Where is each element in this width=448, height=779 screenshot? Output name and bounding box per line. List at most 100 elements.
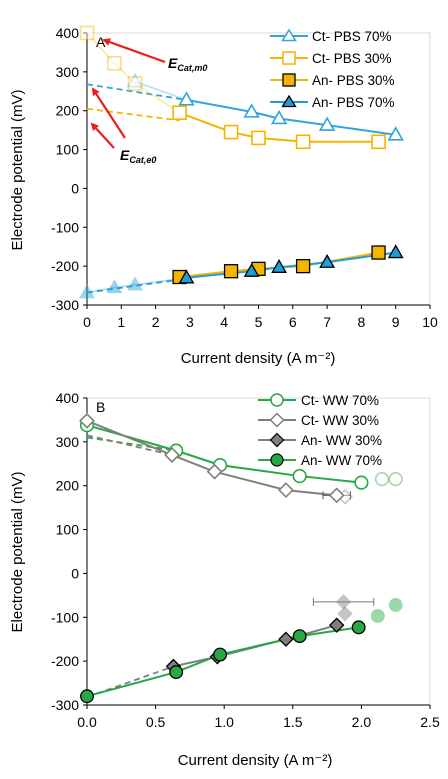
series-an-ww-30-point [278,631,294,647]
panel-b-xtick-label: 0.5 [146,714,166,730]
panel-a-y-axis-title: Electrode potential (mV) [9,90,26,251]
legend-item-ct-ww70: Ct- WW 70% [258,393,379,408]
legend-label-ct-ww70: Ct- WW 70% [301,393,379,408]
series-ct-ww-30-point [328,487,345,504]
panel-b-ytick-label: 0 [71,565,79,581]
panel-b-ytick-label: -100 [51,609,79,625]
annotation-ecat-m0: ECat,m0 [102,38,207,73]
panel-a-marks [79,25,404,299]
panel-b-marks [79,412,403,704]
legend-item-an-ww70: An- WW 70% [258,453,382,468]
legend-item-ct-pbs30: Ct- PBS 30% [270,51,392,66]
series-ct-pbs-70-faded-line [134,80,187,101]
series-an-pbs-70-point [271,258,287,273]
series-an-ww-70-faded-point [388,598,403,612]
series-an-ww-70-faded-point [370,609,385,623]
legend-label-ct-pbs70: Ct- PBS 70% [312,29,392,44]
series-ct-pbs-30-point [251,130,266,146]
legend-item-an-ww30: An- WW 30% [258,432,382,448]
series-ct-pbs-30-point [172,105,187,120]
series-an-pbs-30-point [223,264,239,279]
series-an-ww-70-point [80,689,94,704]
legend-label-an-ww30: An- WW 30% [301,433,382,448]
panel-b-ytick-label: 300 [56,434,80,450]
panel-a-ytick-label: 100 [56,142,80,158]
legend-label-ct-ww30: Ct- WW 30% [301,413,379,428]
series-an-pbs-70-faded-point [79,284,95,299]
panel-a: A Current density (A m⁻²) Electrode pote… [9,25,438,367]
series-ct-ww-70-point [292,468,307,484]
series-ct-pbs-30-extrapolation [86,107,180,122]
panel-b: B Current density (A m⁻²) Electrode pote… [9,390,440,769]
legend-label-ct-pbs30: Ct- PBS 30% [312,51,392,66]
panel-b-x-axis-title: Current density (A m⁻²) [178,752,333,769]
panel-b-xtick-label: 1.0 [214,714,234,730]
panel-b-ytick-label: 100 [56,522,80,538]
panel-b-ytick-label: -200 [51,653,79,669]
series-an-ww-70-point [351,620,366,635]
legend-marker-an-pbs30 [282,73,296,87]
series-ct-pbs-70-point [387,126,404,141]
label-ecat-m0-main: E [168,55,178,71]
panel-a-x-axis-title: Current density (A m⁻²) [181,350,336,367]
arrow-ecat-m0 [102,38,166,64]
label-ecat-e0: ECat,e0 [120,147,156,165]
panel-a-xtick-label: 3 [186,314,194,330]
series-an-pbs-70-extrapolation [86,277,187,294]
series-an-pbs-70-faded-point [127,276,143,291]
panel-a-xtick-label: 2 [152,314,160,330]
legend-marker-ct-pbs70 [281,28,297,42]
panel-a-xtick-label: 0 [83,314,91,330]
series-ct-pbs-30-faded-point [107,56,122,71]
series-ct-pbs-70-extrapolation [86,83,187,101]
series-ct-ww-30-extrapolation [86,434,173,456]
panel-b-ytick-label: -300 [51,697,79,713]
series-an-ww-30-point [328,617,345,633]
series-ct-ww-30-point [79,412,95,429]
series-ct-pbs-70-point [270,109,288,125]
legend-item-ct-pbs70: Ct- PBS 70% [270,28,392,44]
series-ct-ww-30-point [278,482,294,499]
panel-a-xtick-label: 1 [117,314,125,330]
panel-a-xtick-label: 9 [392,314,400,330]
panel-a-xtick-label: 10 [422,314,438,330]
series-ct-pbs-30-faded-line [86,32,181,114]
series-ct-pbs-70-point [318,116,336,131]
label-ecat-e0-sub: Cat,e0 [129,155,156,165]
arrow-ecat-e0-lower [90,122,115,149]
legend-marker-ct-ww70 [270,393,284,407]
legend-item-ct-ww30: Ct- WW 30% [258,412,379,428]
series-ct-pbs-30-point [223,124,239,140]
legend-marker-an-pbs70 [281,94,297,108]
annotation-ecat-e0: ECat,e0 [90,87,156,165]
series-ct-pbs-30-faded-point [79,25,95,41]
series-an-pbs-70-point [243,262,260,277]
series-ct-ww-30-point [206,463,223,480]
panel-a-xtick-label: 7 [323,314,331,330]
panel-a-ytick-label: -300 [51,297,79,313]
series-an-pbs-30-point [371,245,386,260]
series-an-pbs-70-point [387,244,404,259]
series-ct-ww-70-faded-point [388,472,403,487]
legend-marker-ct-pbs30 [282,51,296,65]
series-an-ww-70-point [169,665,184,680]
series-ct-pbs-30-faded-point [127,76,143,91]
legend-item-an-pbs30: An- PBS 30% [270,73,395,88]
legend-marker-ct-ww30 [269,412,285,428]
panel-b-legend: Ct- WW 70% Ct- WW 30% An- WW 30% An- WW … [258,393,382,468]
legend-label-an-pbs30: An- PBS 30% [312,73,395,88]
panel-a-xtick-label: 5 [255,314,263,330]
series-ct-pbs-30-point [371,134,386,150]
panel-b-xtick-label: 2.0 [352,714,372,730]
series-an-pbs-70-point [319,253,336,268]
series-ct-pbs-70-faded-point [126,72,144,88]
series-an-ww-30-faded-point [335,594,352,610]
label-ecat-e0-main: E [120,147,130,163]
label-ecat-m0-sub: Cat,m0 [177,63,207,73]
legend-item-an-pbs70: An- PBS 70% [270,94,395,110]
panel-b-xtick-label: 1.5 [283,714,303,730]
series-an-pbs-70-point [178,269,195,284]
panel-b-plot-area [86,397,431,706]
